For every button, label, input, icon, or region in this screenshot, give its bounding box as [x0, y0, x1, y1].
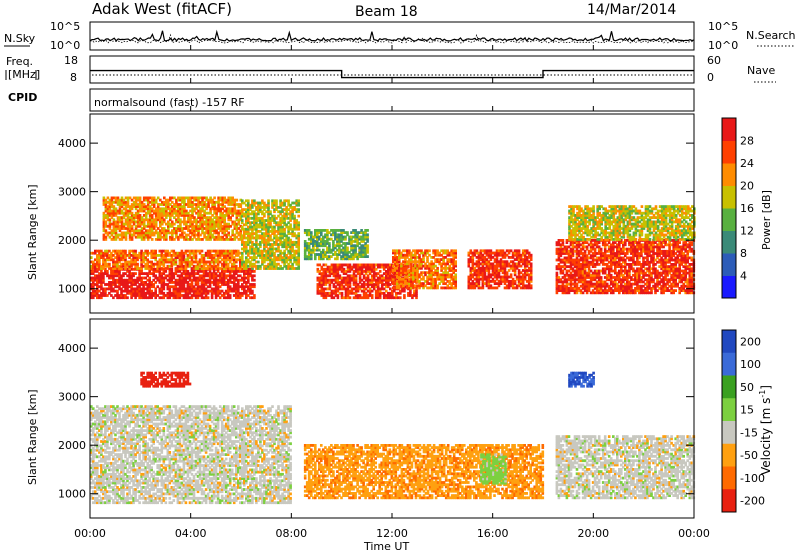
power-cell: [297, 215, 300, 218]
power-cell: [108, 263, 111, 266]
power-cell: [227, 232, 230, 235]
power-cell: [530, 284, 533, 287]
power-cell: [201, 250, 204, 253]
power-cell: [518, 249, 521, 252]
power-cell: [399, 296, 402, 299]
power-cell: [379, 270, 382, 273]
power-cell: [269, 210, 272, 213]
noise-sky-label: N.Sky: [4, 32, 36, 45]
power-cell: [349, 296, 352, 299]
header-beam: Beam 18: [355, 4, 418, 20]
freq-left-tick-top: 18: [64, 54, 78, 67]
power-cell: [341, 292, 344, 295]
power-cell: [562, 239, 565, 242]
noise-right-tick-bottom: 10^0: [708, 39, 738, 52]
noise-sky-trace: [90, 31, 694, 41]
power-cell: [346, 231, 349, 234]
power-cell: [454, 269, 457, 272]
power-cell: [241, 219, 244, 222]
power-cell: [275, 199, 278, 202]
power-cell: [134, 250, 137, 253]
power-cell: [530, 263, 533, 266]
freq-left-tick-bottom: 8: [70, 71, 77, 84]
power-cell: [251, 290, 254, 293]
power-cell: [328, 242, 331, 245]
power-cell: [293, 215, 296, 218]
power-cell: [124, 250, 127, 253]
power-cell: [404, 267, 407, 270]
power-cell: [134, 272, 137, 275]
power-cell: [213, 197, 216, 200]
noise-left-tick-bottom: 10^0: [50, 39, 80, 52]
power-cell: [346, 247, 349, 250]
power-cell: [171, 268, 174, 271]
freq-unit-label: [MHz]: [8, 68, 40, 81]
power-cell: [207, 296, 210, 299]
power-cell: [236, 199, 239, 202]
power-cell: [229, 294, 232, 297]
power-cell: [310, 231, 313, 234]
power-cell: [267, 199, 270, 202]
noise-right-tick-top: 10^5: [708, 20, 738, 33]
power-cell: [126, 296, 129, 299]
noise-traces: [90, 31, 694, 43]
power-cell: [366, 244, 369, 247]
power-cell: [454, 273, 457, 276]
freq-right-tick-bottom: 0: [707, 71, 714, 84]
freq-label: Freq.: [6, 55, 33, 68]
header-date: 14/Mar/2014: [587, 2, 676, 18]
power-cell: [297, 221, 300, 224]
power-cell: [136, 263, 139, 266]
power-cell: [253, 294, 256, 297]
power-cell: [366, 255, 369, 258]
power-cell: [510, 273, 513, 276]
power-cell: [366, 229, 369, 232]
power-cell: [371, 294, 374, 297]
header-station: Adak West (fitACF): [92, 0, 232, 18]
cpid-label: CPID: [8, 91, 37, 104]
power-cell: [297, 199, 300, 202]
power-cell: [289, 223, 292, 226]
noise-left-tick-top: 10^5: [50, 20, 80, 33]
power-cell: [454, 260, 457, 263]
power-cell: [530, 254, 533, 257]
power-cell: [297, 208, 300, 211]
noise-search-label: N.Search: [746, 29, 796, 42]
power-cell: [253, 283, 256, 286]
power-cell: [165, 270, 168, 273]
power-cell: [151, 238, 154, 241]
power-cell: [428, 249, 431, 252]
power-cell: [297, 232, 300, 235]
power-cell: [436, 267, 439, 270]
power-cell: [253, 274, 256, 277]
power-cell: [454, 249, 457, 252]
power-cell: [106, 270, 109, 273]
power-heatmap: [90, 197, 696, 300]
cpid-text: normalsound (fast) -157 RF: [94, 96, 245, 109]
power-cell: [253, 279, 256, 282]
power-cell: [257, 261, 260, 264]
freq-right-tick-top: 60: [707, 54, 721, 67]
power-cell: [154, 250, 157, 253]
power-cell: [366, 233, 369, 236]
power-cell: [247, 199, 250, 202]
nave-label: Nave: [747, 64, 775, 77]
power-cell: [287, 199, 290, 202]
power-cell: [556, 272, 559, 275]
power-cell: [139, 197, 142, 200]
power-cell: [403, 294, 406, 297]
power-cell: [148, 277, 151, 280]
power-cell: [253, 270, 256, 273]
freq-trace: [90, 71, 694, 78]
